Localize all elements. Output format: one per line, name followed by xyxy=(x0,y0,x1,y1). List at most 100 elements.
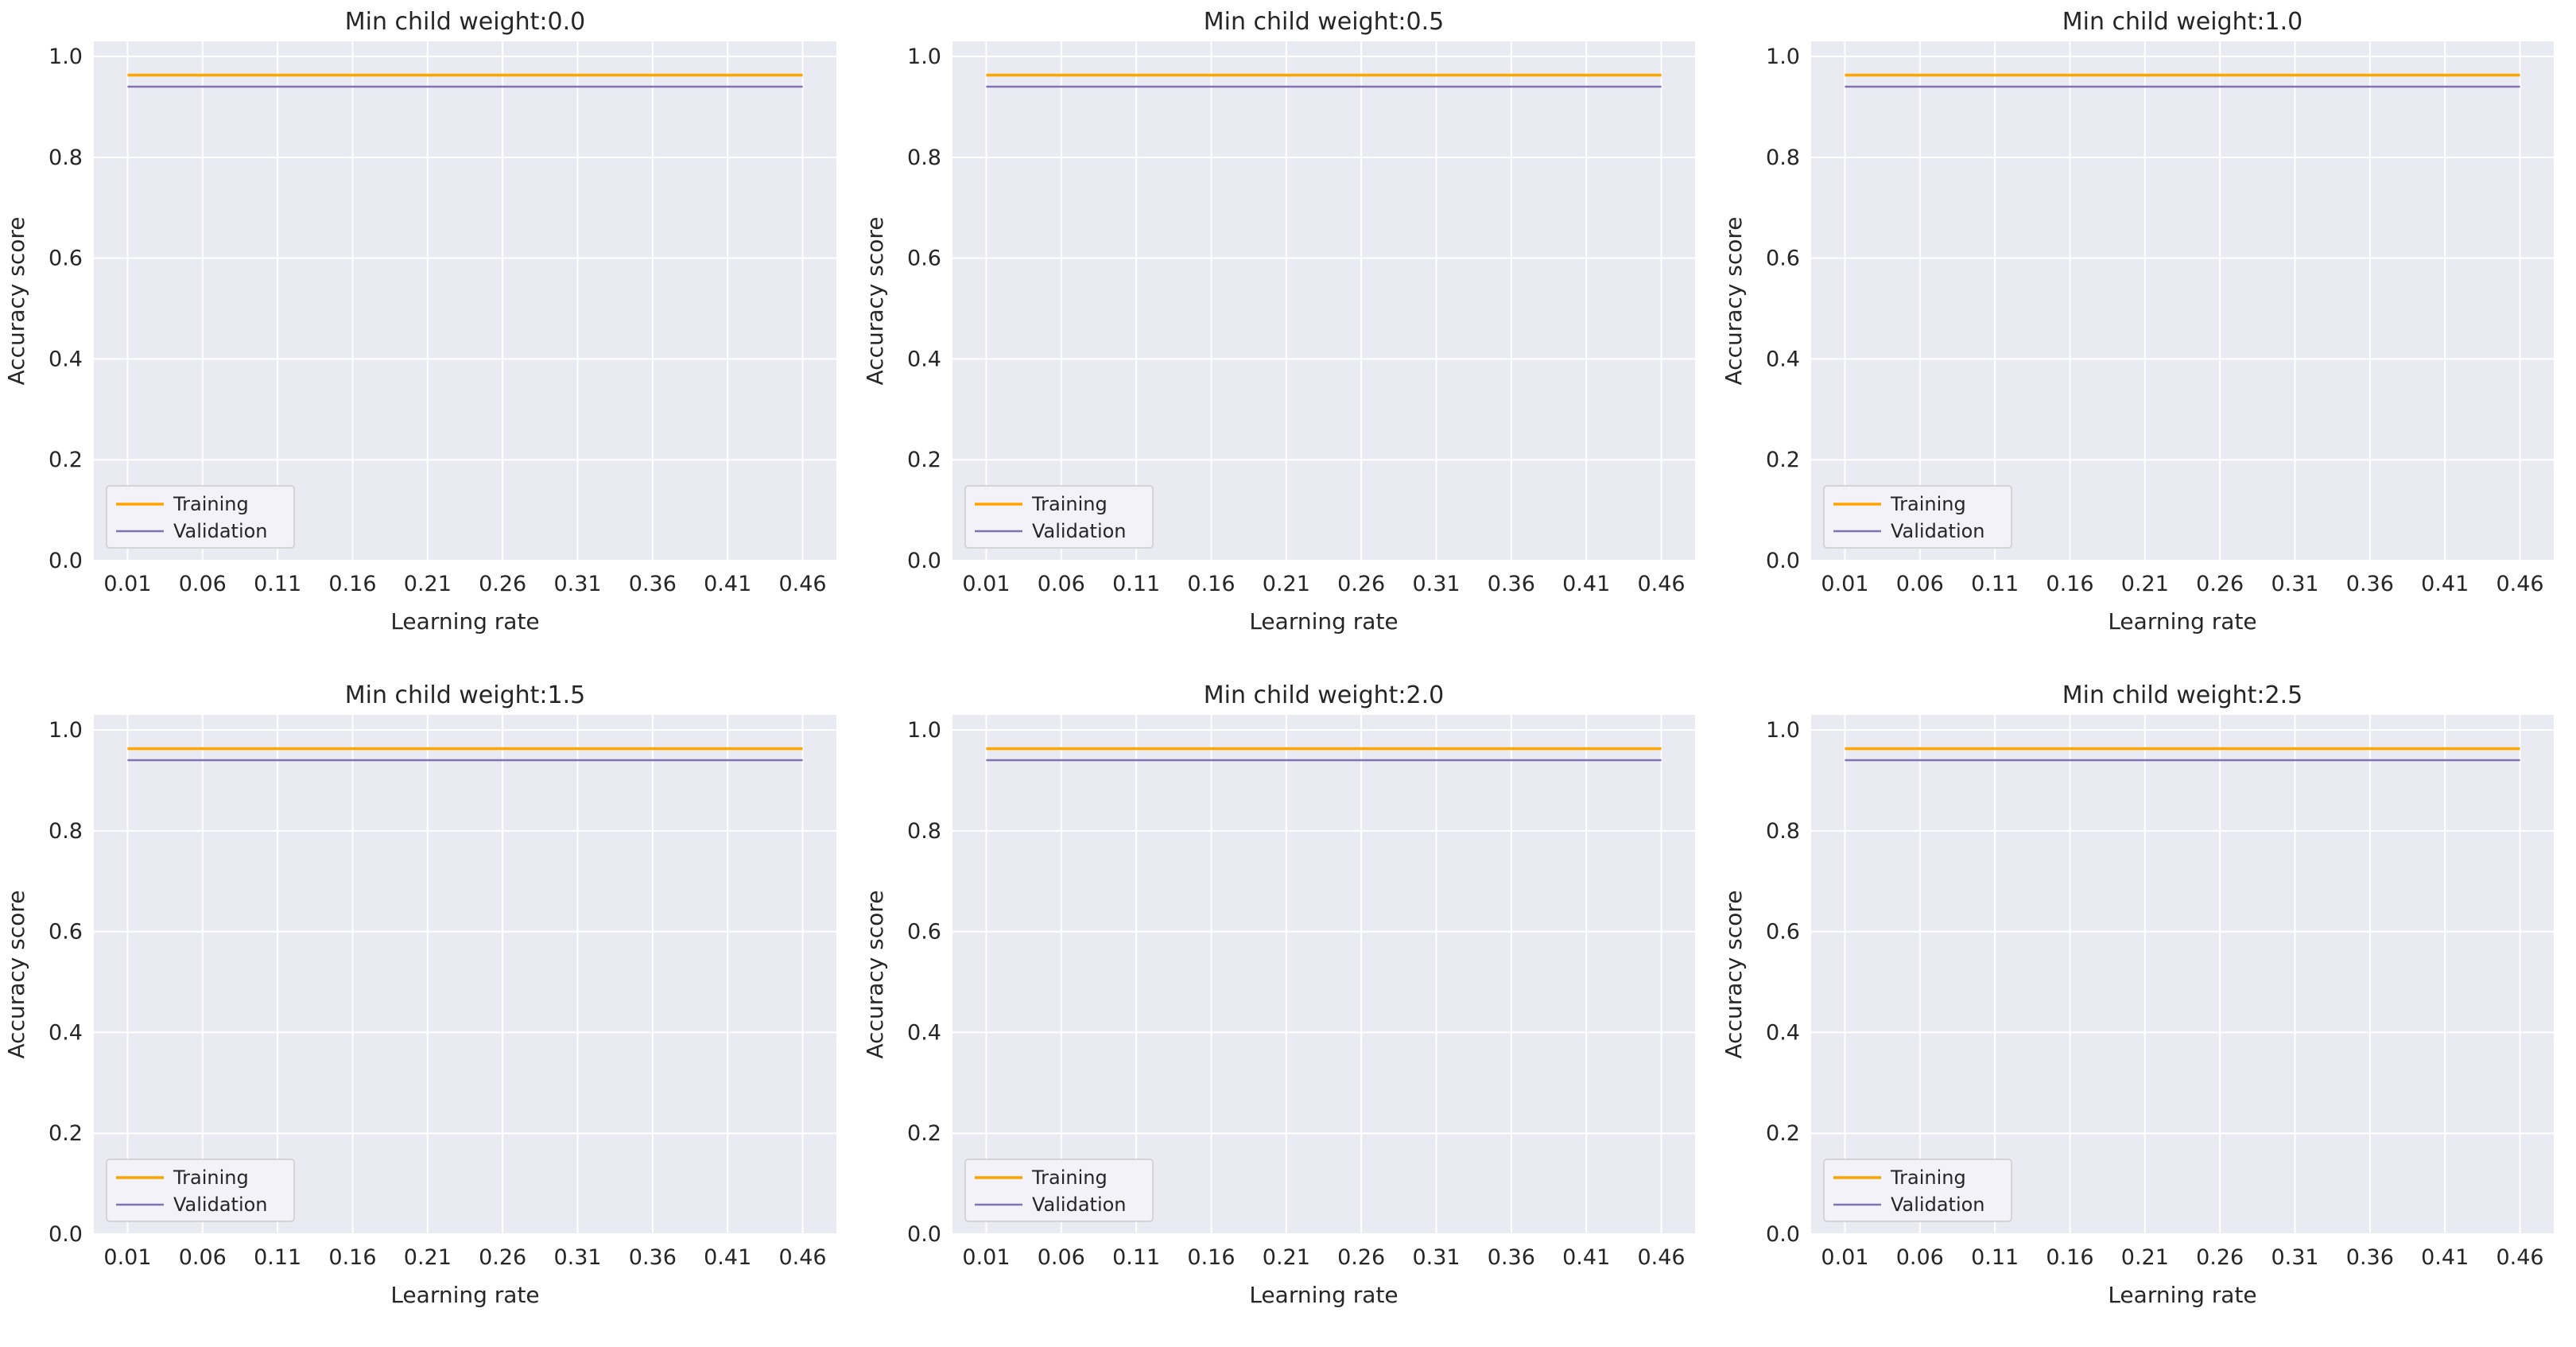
y-tick-label: 0.8 xyxy=(1766,819,1800,844)
subplot-min-child-weight-1.5: Min child weight:1.5 0.01 0.06 0.11 0.16 0.2… xyxy=(0,674,859,1347)
x-tick-label: 0.01 xyxy=(962,1245,1010,1270)
chart-canvas: 0.01 0.06 0.11 0.16 0.21 0.26 0.31 0.36 0.41 0.46… xyxy=(862,715,1695,1308)
x-tick-label: 0.11 xyxy=(254,1245,301,1270)
y-tick-label: 0.0 xyxy=(48,549,83,573)
x-tick-label: 0.06 xyxy=(179,1245,227,1270)
x-axis-label: Learning rate xyxy=(390,608,539,635)
plot-area xyxy=(94,41,836,561)
x-tick-label: 0.46 xyxy=(2496,1245,2543,1270)
x-axis-label: Learning rate xyxy=(1249,608,1398,635)
y-tick-label: 1.0 xyxy=(1766,718,1800,743)
x-tick-label: 0.41 xyxy=(704,572,751,596)
x-tick-label: 0.06 xyxy=(1038,1245,1085,1270)
x-tick-label: 0.31 xyxy=(2271,1245,2318,1270)
y-tick-label: 0.4 xyxy=(907,1020,941,1045)
y-tick-label: 0.8 xyxy=(48,146,83,170)
y-axis-label: Accuracy score xyxy=(3,217,29,386)
x-tick-label: 0.36 xyxy=(629,572,677,596)
x-tick-label: 0.06 xyxy=(1896,572,1944,596)
y-axis-label: Accuracy score xyxy=(1721,217,1747,386)
y-tick-label: 0.0 xyxy=(48,1222,83,1247)
x-tick-label: 0.36 xyxy=(2346,1245,2394,1270)
legend-label-validation: Validation xyxy=(1032,520,1127,542)
chart-canvas: 0.01 0.06 0.11 0.16 0.21 0.26 0.31 0.36 0.41 0.46… xyxy=(1721,715,2554,1308)
legend xyxy=(964,485,1154,549)
x-tick-label: 0.06 xyxy=(179,572,227,596)
plot-area xyxy=(94,715,836,1234)
y-tick-label: 0.6 xyxy=(907,920,941,945)
x-tick-label: 0.26 xyxy=(479,1245,526,1270)
legend-label-training: Training xyxy=(1890,493,1966,515)
x-tick-label: 0.26 xyxy=(1337,1245,1385,1270)
x-tick-label: 0.11 xyxy=(1971,1245,2019,1270)
chart-title: Min child weight:2.5 xyxy=(2062,681,2303,709)
plot-area xyxy=(952,41,1695,561)
x-tick-label: 0.31 xyxy=(1412,572,1460,596)
x-tick-label: 0.11 xyxy=(1971,572,2019,596)
y-axis-label: Accuracy score xyxy=(1721,891,1747,1059)
x-tick-label: 0.11 xyxy=(1112,572,1160,596)
x-tick-label: 0.26 xyxy=(1337,572,1385,596)
chart-title: Min child weight:2.0 xyxy=(1203,681,1445,709)
plot-area xyxy=(1811,41,2554,561)
x-axis-label: Learning rate xyxy=(1249,1282,1398,1308)
y-tick-label: 0.6 xyxy=(1766,246,1800,271)
y-tick-label: 0.2 xyxy=(48,1121,83,1146)
legend-label-training: Training xyxy=(173,1166,249,1189)
y-tick-label: 0.8 xyxy=(907,819,941,844)
x-tick-label: 0.16 xyxy=(1187,1245,1235,1270)
chart-canvas: 0.01 0.06 0.11 0.16 0.21 0.26 0.31 0.36 0.41 0.46… xyxy=(1721,41,2554,635)
x-tick-label: 0.11 xyxy=(1112,1245,1160,1270)
legend xyxy=(106,485,295,549)
legend xyxy=(106,1159,295,1222)
legend-label-training: Training xyxy=(1890,1166,1966,1189)
x-axis-label: Learning rate xyxy=(2108,608,2256,635)
y-tick-label: 0.0 xyxy=(1766,549,1800,573)
y-tick-label: 0.8 xyxy=(48,819,83,844)
y-tick-label: 0.8 xyxy=(907,146,941,170)
y-tick-label: 0.2 xyxy=(907,448,941,472)
legend-label-training: Training xyxy=(1031,1166,1108,1189)
y-tick-label: 0.2 xyxy=(1766,1121,1800,1146)
subplot-min-child-weight-2.0: Min child weight:2.0 0.01 0.06 0.11 0.16 0.2… xyxy=(859,674,1717,1347)
x-tick-label: 0.26 xyxy=(479,572,526,596)
legend-label-training: Training xyxy=(1031,493,1108,515)
chart-title: Min child weight:0.5 xyxy=(1203,8,1445,36)
y-tick-label: 1.0 xyxy=(48,718,83,743)
subplot-min-child-weight-0.5: Min child weight:0.5 0.01 0.06 0.11 0.16 0.2… xyxy=(859,0,1717,674)
x-tick-label: 0.36 xyxy=(1488,1245,1535,1270)
chart-title: Min child weight:1.5 xyxy=(344,681,586,709)
y-tick-label: 0.2 xyxy=(48,448,83,472)
x-tick-label: 0.21 xyxy=(404,572,452,596)
legend-label-training: Training xyxy=(173,493,249,515)
x-tick-label: 0.36 xyxy=(1488,572,1535,596)
y-tick-label: 0.2 xyxy=(907,1121,941,1146)
x-tick-label: 0.41 xyxy=(1562,572,1610,596)
plot-area xyxy=(952,715,1695,1234)
y-tick-label: 0.0 xyxy=(907,1222,941,1247)
x-tick-label: 0.46 xyxy=(1637,572,1685,596)
y-tick-label: 0.0 xyxy=(1766,1222,1800,1247)
chart-canvas: 0.01 0.06 0.11 0.16 0.21 0.26 0.31 0.36 0.41 0.46… xyxy=(3,715,836,1308)
y-tick-label: 0.4 xyxy=(907,347,941,371)
x-tick-label: 0.31 xyxy=(553,1245,601,1270)
x-tick-label: 0.36 xyxy=(629,1245,677,1270)
x-tick-label: 0.31 xyxy=(553,572,601,596)
x-tick-label: 0.16 xyxy=(2046,1245,2093,1270)
y-tick-label: 1.0 xyxy=(907,45,941,69)
x-tick-label: 0.26 xyxy=(2196,572,2244,596)
y-axis-label: Accuracy score xyxy=(862,217,888,386)
x-tick-label: 0.16 xyxy=(328,1245,376,1270)
x-tick-label: 0.46 xyxy=(2496,572,2543,596)
subplot-min-child-weight-2.5: Min child weight:2.5 0.01 0.06 0.11 0.16 0.2… xyxy=(1717,674,2576,1347)
y-tick-label: 0.6 xyxy=(48,246,83,271)
y-tick-label: 1.0 xyxy=(1766,45,1800,69)
legend-label-validation: Validation xyxy=(1891,1194,1985,1216)
x-tick-label: 0.46 xyxy=(1637,1245,1685,1270)
x-tick-label: 0.41 xyxy=(1562,1245,1610,1270)
x-tick-label: 0.01 xyxy=(1821,572,1868,596)
y-tick-label: 0.2 xyxy=(1766,448,1800,472)
x-tick-label: 0.26 xyxy=(2196,1245,2244,1270)
x-tick-label: 0.31 xyxy=(2271,572,2318,596)
x-tick-label: 0.11 xyxy=(254,572,301,596)
